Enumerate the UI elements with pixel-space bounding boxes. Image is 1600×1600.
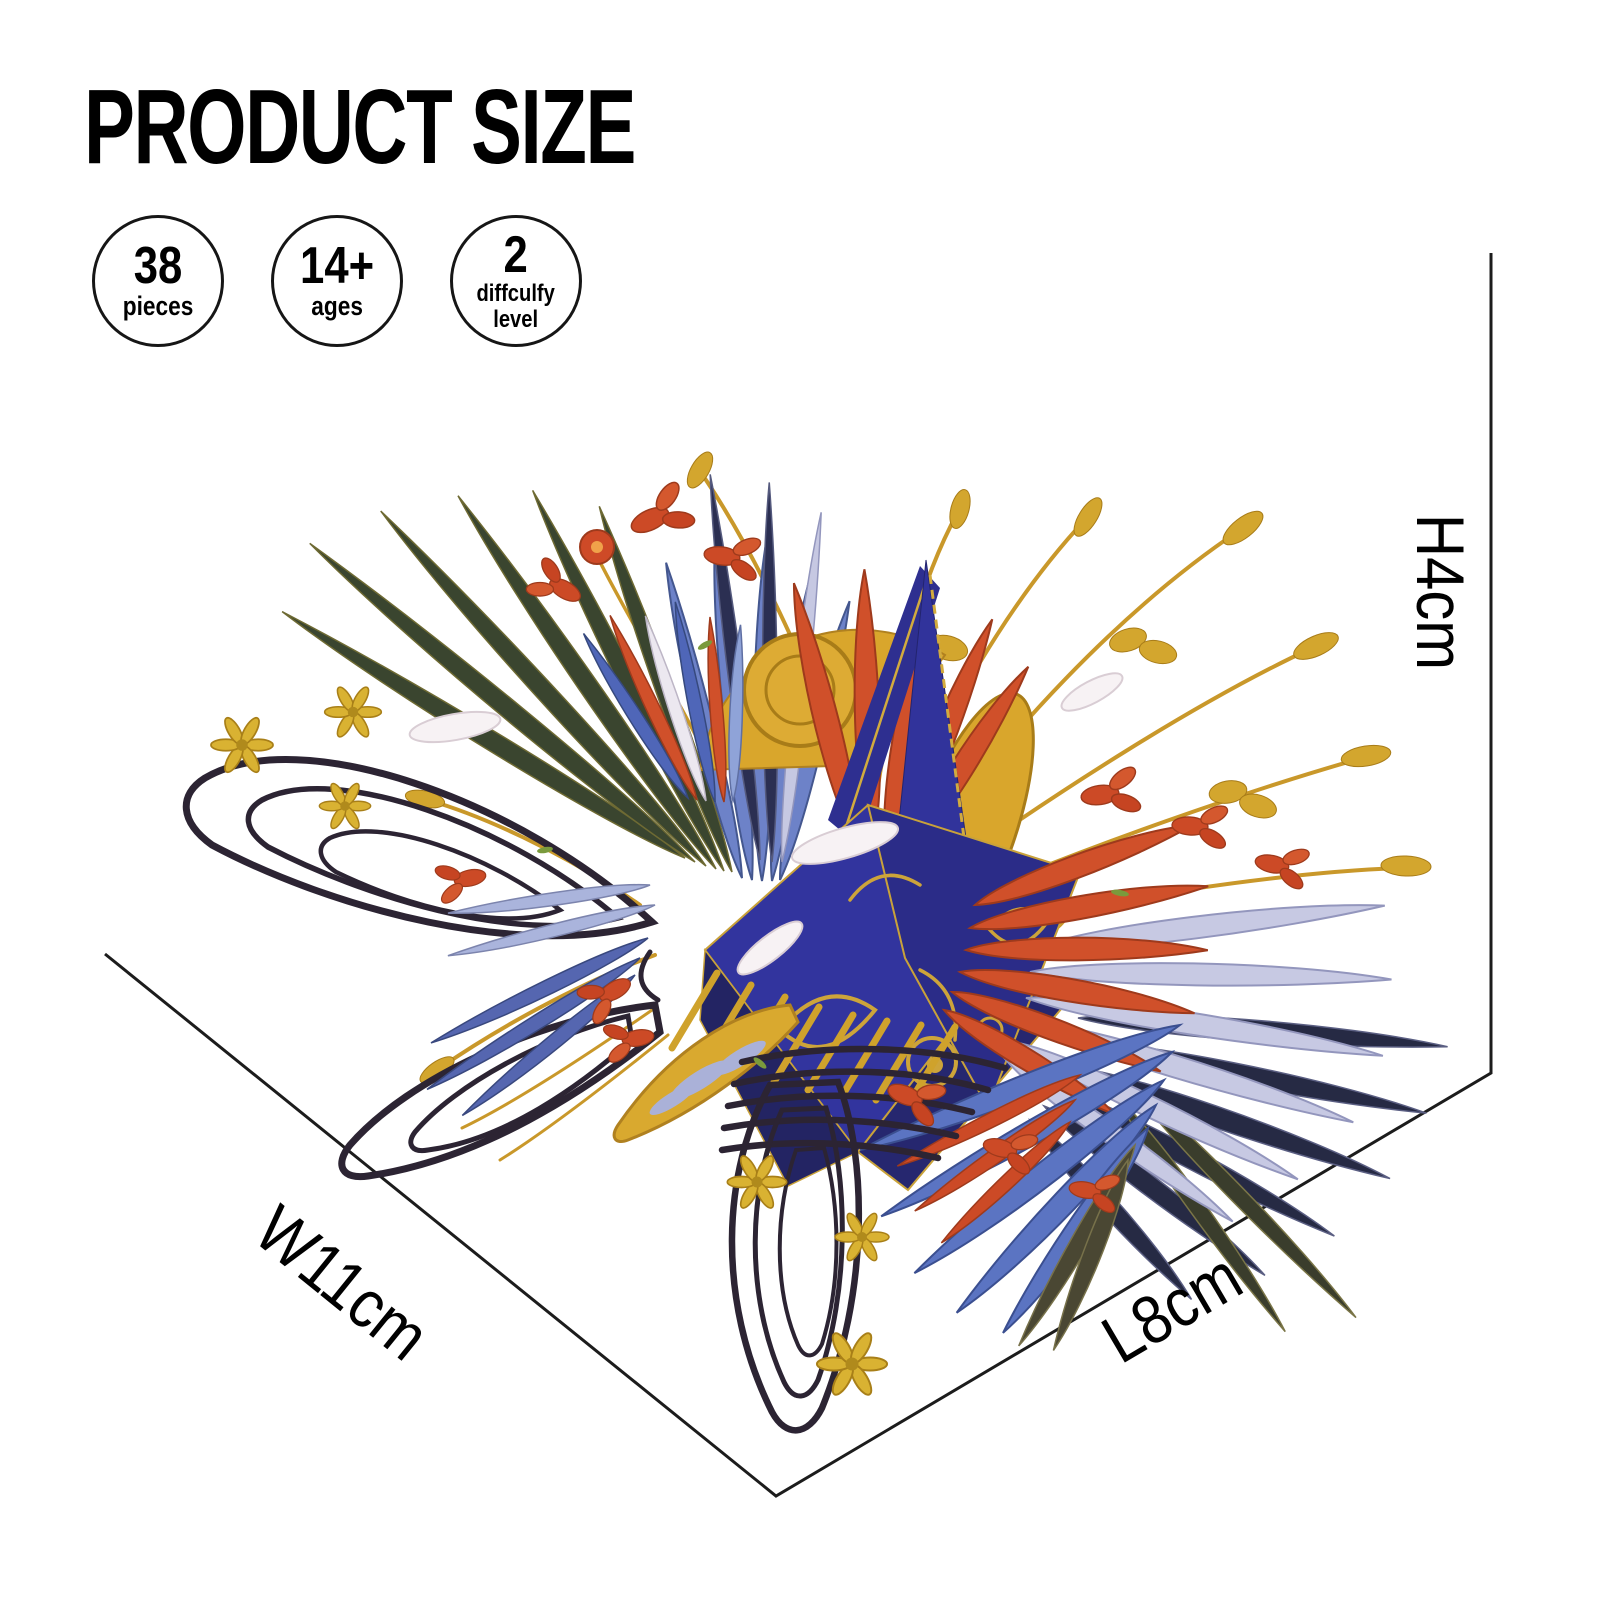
badge-pieces: 38 pieces (92, 215, 224, 347)
difficulty-label-line1: diffculfy (476, 280, 556, 308)
white-petals (408, 672, 1124, 976)
gold-flower (323, 684, 383, 740)
difficulty-label-line2: level (493, 306, 539, 333)
badge-ages: 14+ ages (271, 215, 403, 347)
spec-badges: 38 pieces 14+ ages 2 diffculfy level (92, 215, 582, 347)
gold-openwork-leaf (612, 1003, 800, 1143)
dimension-box-edges (104, 253, 1493, 1498)
red-round-flower (579, 529, 615, 565)
green-accents (537, 640, 1129, 1069)
badge-difficulty: 2 diffculfy level (450, 215, 582, 347)
page-title: PRODUCT SIZE (84, 68, 636, 186)
ages-value: 14+ (299, 237, 375, 296)
ages-label: ages (311, 291, 363, 322)
difficulty-value: 2 (503, 226, 529, 285)
pieces-count: 38 (133, 237, 183, 296)
hanging-openwork-wing (718, 1045, 1009, 1434)
height-dimension-label: H4cm (1402, 513, 1478, 671)
pieces-label: pieces (122, 291, 194, 322)
